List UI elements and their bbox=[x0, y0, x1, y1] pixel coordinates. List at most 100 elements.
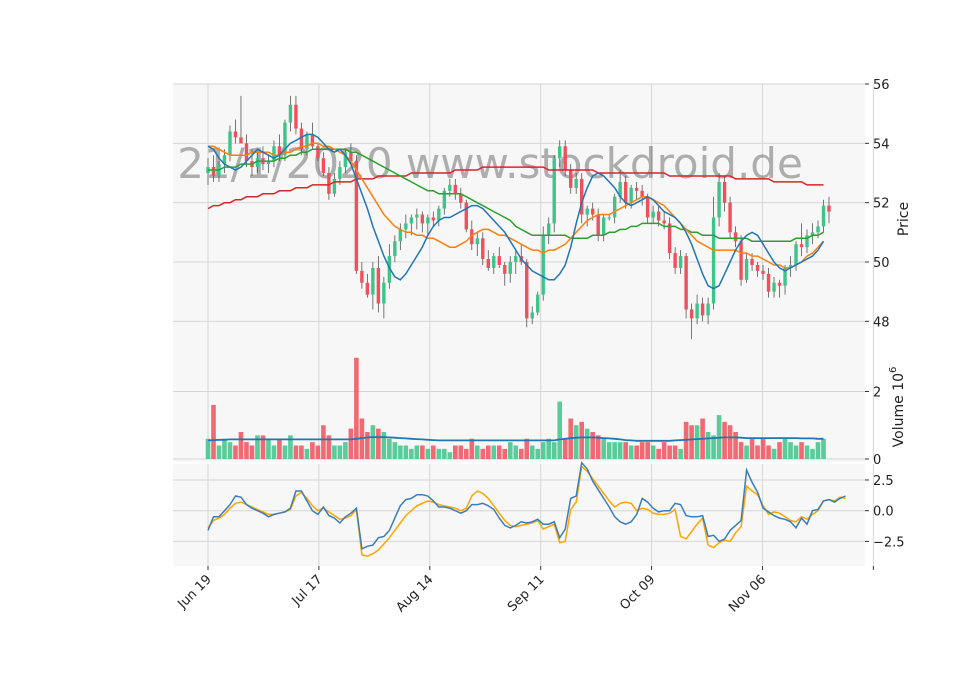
volume-bar bbox=[557, 401, 563, 459]
candle-body bbox=[684, 256, 688, 310]
volume-bar bbox=[551, 442, 557, 459]
candle-body bbox=[623, 181, 628, 203]
candle-body bbox=[459, 193, 463, 203]
candle-body bbox=[579, 178, 584, 215]
volume-bar bbox=[606, 442, 612, 459]
volume-bar bbox=[584, 428, 590, 459]
volume-bar bbox=[777, 442, 782, 459]
candle-body bbox=[437, 208, 441, 221]
volume-bar bbox=[590, 432, 595, 459]
candle-body bbox=[612, 196, 617, 218]
x-axis-tick-label: Jul 17 bbox=[289, 572, 326, 609]
volume-bar bbox=[650, 445, 656, 459]
volume-bar bbox=[354, 357, 359, 459]
candle-body bbox=[585, 208, 589, 215]
candle-body bbox=[426, 217, 430, 224]
candle-body bbox=[662, 220, 666, 224]
volume-bar bbox=[546, 438, 552, 459]
volume-bar bbox=[315, 445, 321, 459]
volume-bar bbox=[705, 432, 711, 459]
volume-bar bbox=[442, 448, 447, 459]
price-axis-tick-label: 48 bbox=[873, 315, 890, 330]
candle-body bbox=[722, 181, 727, 203]
volume-bar bbox=[348, 428, 354, 459]
candle-body bbox=[717, 181, 721, 218]
candle-body bbox=[678, 256, 683, 268]
candle-body bbox=[590, 208, 595, 215]
ma-long-line bbox=[207, 166, 824, 210]
candle-body bbox=[420, 214, 425, 224]
candle-body bbox=[393, 241, 397, 257]
volume-bar bbox=[771, 448, 777, 459]
volume-bar bbox=[387, 438, 392, 459]
candle-body bbox=[294, 104, 298, 129]
candle-body bbox=[744, 259, 749, 280]
volume-bar bbox=[628, 445, 634, 459]
price-axis-tick-label: 54 bbox=[873, 137, 890, 152]
volume-bar bbox=[634, 445, 639, 459]
candle-body bbox=[651, 211, 655, 218]
volume-bar bbox=[310, 442, 315, 459]
candle-body bbox=[755, 264, 760, 271]
volume-bar bbox=[579, 421, 584, 459]
volume-bar bbox=[304, 448, 310, 459]
volume-bar bbox=[365, 432, 370, 459]
volume-bar bbox=[376, 428, 381, 459]
candle-body bbox=[673, 253, 677, 268]
candle-body bbox=[255, 158, 260, 168]
candle-body bbox=[536, 294, 540, 313]
volume-bar bbox=[480, 448, 486, 459]
candle-body bbox=[464, 202, 468, 230]
candle-body bbox=[508, 262, 512, 274]
volume-bar bbox=[260, 435, 266, 459]
candle-body bbox=[799, 244, 804, 248]
candle-body bbox=[530, 312, 534, 319]
candle-body bbox=[596, 214, 600, 236]
volume-bar bbox=[496, 445, 502, 459]
candle-body bbox=[667, 223, 672, 254]
volume-bar bbox=[458, 445, 464, 459]
volume-bar bbox=[804, 445, 810, 459]
volume-bar bbox=[222, 438, 227, 459]
candle-body bbox=[640, 190, 644, 197]
candle-body bbox=[492, 256, 496, 268]
volume-bar bbox=[788, 442, 793, 459]
volume-bar bbox=[420, 445, 425, 459]
volume-bar bbox=[233, 445, 238, 459]
candle-body bbox=[634, 187, 639, 191]
price-panel bbox=[173, 84, 865, 351]
volume-bar bbox=[810, 448, 815, 459]
candle-body bbox=[338, 167, 342, 179]
volume-bar bbox=[216, 445, 222, 459]
candle-body bbox=[349, 152, 353, 162]
candle-body bbox=[327, 173, 331, 194]
candle-body bbox=[305, 134, 309, 150]
volume-bar bbox=[227, 442, 233, 459]
candle-body bbox=[761, 270, 765, 274]
volume-bar bbox=[722, 421, 727, 459]
volume-bar bbox=[727, 425, 733, 459]
candle-body bbox=[283, 122, 287, 156]
x-axis-tick-label: Oct 09 bbox=[617, 572, 658, 613]
candle-body bbox=[656, 211, 661, 221]
volume-bar bbox=[507, 442, 513, 459]
volume-bar bbox=[474, 445, 480, 459]
volume-bar bbox=[540, 442, 546, 459]
volume-bar bbox=[205, 438, 211, 459]
candle-body bbox=[343, 152, 348, 168]
volume-bar bbox=[513, 445, 519, 459]
candle-body bbox=[766, 273, 771, 292]
candle-body bbox=[244, 143, 249, 162]
candle-body bbox=[365, 282, 370, 295]
candle-body bbox=[618, 181, 622, 197]
volume-bar bbox=[392, 442, 398, 459]
volume-bar bbox=[381, 432, 387, 459]
ma-mid-line bbox=[208, 142, 825, 269]
volume-axis-label-group: Volume 106 bbox=[888, 367, 907, 448]
volume-ma-line bbox=[207, 436, 824, 442]
volume-bar bbox=[321, 425, 326, 459]
candle-body bbox=[239, 137, 243, 144]
volume-axis-exponent: 6 bbox=[888, 367, 899, 373]
candle-body bbox=[453, 184, 458, 194]
